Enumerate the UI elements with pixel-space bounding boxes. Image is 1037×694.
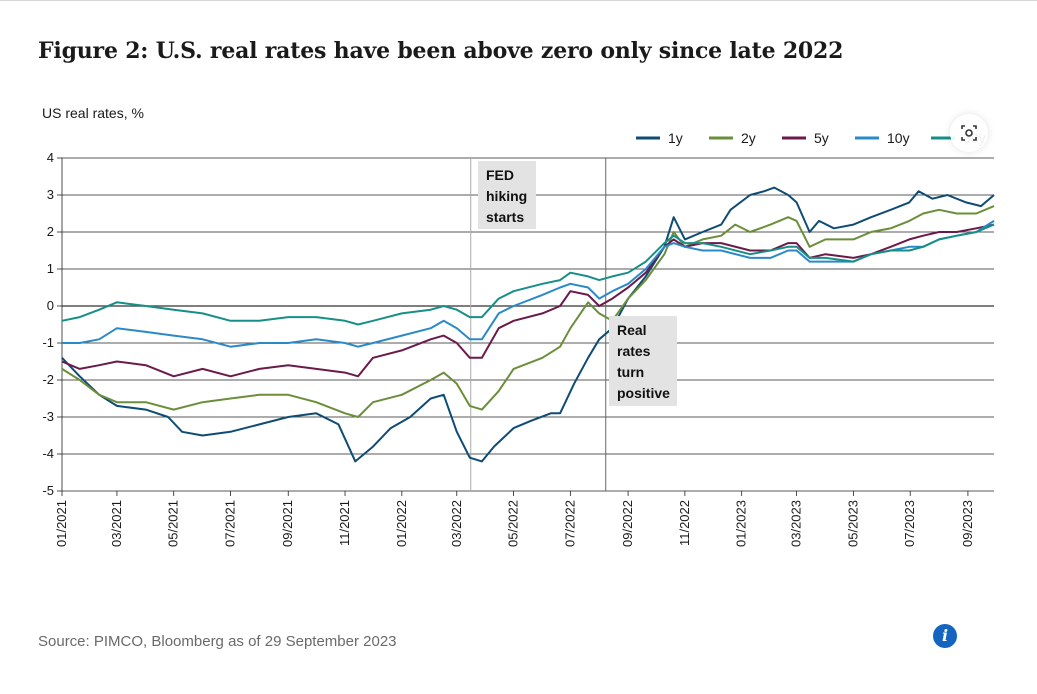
y-tick-label: -5 xyxy=(42,483,54,498)
y-tick-label: 4 xyxy=(47,150,54,165)
top-divider xyxy=(0,0,1037,1)
series-line-30y xyxy=(61,223,995,326)
chart-title: Figure 2: U.S. real rates have been abov… xyxy=(38,38,844,64)
x-tick-label: 09/2021 xyxy=(280,500,295,547)
x-tick-label: 03/2021 xyxy=(109,500,124,547)
y-tick-label: -3 xyxy=(42,409,54,424)
annotation-text: hiking xyxy=(486,188,527,204)
annotation-text: starts xyxy=(486,209,524,225)
expand-icon-glyph xyxy=(961,125,977,141)
x-tick-label: 05/2023 xyxy=(845,500,860,547)
legend-item-1y: 1y xyxy=(636,130,683,146)
annotation-text: Real xyxy=(617,322,647,338)
annotation-text: positive xyxy=(617,385,670,401)
series-line-2y xyxy=(61,205,995,418)
annotation-box: Real rates turn positive xyxy=(609,316,677,406)
source-note: Source: PIMCO, Bloomberg as of 29 Septem… xyxy=(38,633,397,650)
x-tick-label: 01/2022 xyxy=(394,500,409,547)
y-tick-label: 0 xyxy=(47,298,54,313)
y-tick-label: 3 xyxy=(47,187,54,202)
x-tick-label: 11/2022 xyxy=(677,500,692,546)
legend-label: 5y xyxy=(814,130,829,146)
x-tick-label: 01/2021 xyxy=(54,500,69,547)
legend-item-10y: 10y xyxy=(855,130,910,146)
annotation-bg xyxy=(609,316,677,406)
y-tick-label: 2 xyxy=(47,224,54,239)
x-tick-label: 03/2022 xyxy=(449,500,464,547)
annotation-text: rates xyxy=(617,343,651,359)
legend-label: 1y xyxy=(668,130,683,146)
x-tick-label: 01/2023 xyxy=(734,500,749,547)
x-tick-label: 07/2022 xyxy=(562,500,577,547)
legend-item-5y: 5y xyxy=(782,130,829,146)
y-tick-label: 1 xyxy=(47,261,54,276)
legend-label: 2y xyxy=(741,130,756,146)
x-tick-label: 05/2021 xyxy=(166,500,181,547)
legend-label: 10y xyxy=(887,130,910,146)
x-tick-label: 03/2023 xyxy=(789,500,804,547)
legend-item-2y: 2y xyxy=(709,130,756,146)
annotation-bg xyxy=(478,161,536,229)
x-tick-label: 07/2023 xyxy=(902,500,917,547)
annotation-box: FED hiking starts xyxy=(478,161,536,229)
x-tick-label: 11/2021 xyxy=(337,500,352,546)
annotation-text: turn xyxy=(617,364,644,380)
y-tick-label: -4 xyxy=(42,446,54,461)
x-tick-label: 09/2023 xyxy=(960,500,975,547)
y-tick-label: -1 xyxy=(42,335,54,350)
x-tick-label: 05/2022 xyxy=(506,500,521,547)
info-icon[interactable]: i xyxy=(933,624,957,648)
series-line-1y xyxy=(61,186,995,463)
x-tick-label: 07/2021 xyxy=(223,500,238,547)
series-line-5y xyxy=(61,223,995,378)
y-tick-label: -2 xyxy=(42,372,54,387)
annotation-text: FED xyxy=(486,167,514,183)
y-axis-label: US real rates, % xyxy=(42,105,144,121)
line-chart: 4 3 2 1 0 -1 -2 -3 -4 -501/2021 03/2021 05/2021 07/2… xyxy=(42,130,995,547)
x-tick-label: 09/2022 xyxy=(620,500,635,547)
expand-icon[interactable] xyxy=(950,114,988,152)
